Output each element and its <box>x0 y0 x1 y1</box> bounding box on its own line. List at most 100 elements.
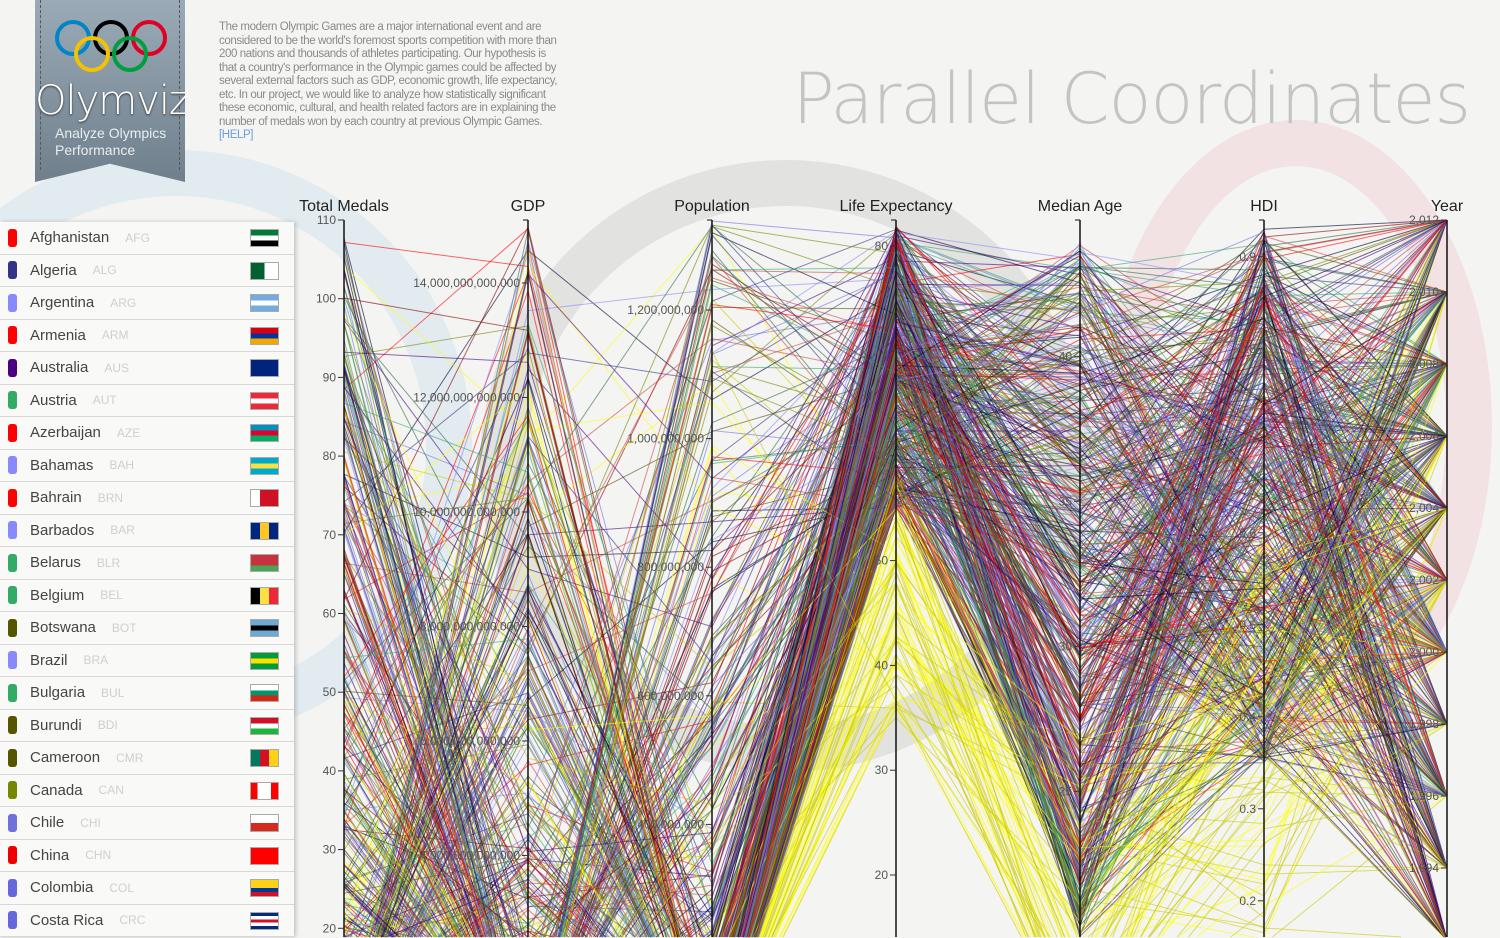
country-line[interactable] <box>557 231 1448 938</box>
country-item[interactable]: Azerbaijan AZE <box>0 417 294 450</box>
country-line[interactable] <box>343 785 438 938</box>
country-line[interactable] <box>343 917 366 938</box>
country-line[interactable] <box>343 390 491 938</box>
country-line[interactable] <box>343 899 389 938</box>
help-link[interactable]: [HELP] <box>219 129 254 141</box>
country-line[interactable] <box>343 269 513 938</box>
country-item[interactable]: China CHN <box>0 840 294 872</box>
country-line[interactable] <box>343 589 475 938</box>
axis-median-age[interactable]: Median Age 25 30 35 40 <box>1038 198 1123 937</box>
country-line[interactable] <box>343 507 483 938</box>
axis-population[interactable]: Population 400,000,000 600,000,000 800,000,… <box>627 198 750 937</box>
country-item[interactable]: Australia AUS <box>0 352 294 385</box>
country-line[interactable] <box>343 865 418 938</box>
country-item[interactable]: Argentina ARG <box>0 287 294 320</box>
country-line[interactable] <box>343 712 510 938</box>
country-item[interactable]: Belarus BLR <box>0 547 294 580</box>
country-item[interactable]: Bahrain BRN <box>0 482 294 515</box>
country-line[interactable] <box>343 704 458 938</box>
country-line[interactable] <box>655 229 1448 938</box>
country-line[interactable] <box>343 811 429 938</box>
country-line[interactable] <box>564 280 1448 938</box>
country-line[interactable] <box>676 219 1448 938</box>
country-line[interactable] <box>343 818 433 938</box>
country-line[interactable] <box>690 462 1448 938</box>
country-line[interactable] <box>343 694 459 938</box>
country-line[interactable] <box>563 301 1448 938</box>
country-line[interactable] <box>343 815 460 938</box>
country-item[interactable]: Afghanistan AFG <box>0 222 294 255</box>
axis-label[interactable]: Year <box>1431 198 1464 215</box>
country-item[interactable]: Austria AUT <box>0 385 294 417</box>
axis-label[interactable]: GDP <box>511 198 546 215</box>
country-line[interactable] <box>343 912 371 938</box>
country-line[interactable] <box>571 219 1448 938</box>
country-item[interactable]: Bulgaria BUL <box>0 677 294 710</box>
country-line[interactable] <box>343 838 420 938</box>
axis-hdi[interactable]: HDI 0.2 0.3 0.4 0.5 0.6 0.7 0.8 0.9 <box>1239 198 1278 937</box>
axis-gdp[interactable]: GDP 4,000,000,000,000 6,000,000,000,000 8,0… <box>413 198 545 937</box>
axis-total-medals[interactable]: Total Medals 20 30 40 50 60 70 80 90 100 110 <box>299 198 389 937</box>
country-line[interactable] <box>343 650 470 938</box>
country-item[interactable]: Burundi BDI <box>0 710 294 742</box>
country-item[interactable]: Armenia ARM <box>0 320 294 352</box>
country-line[interactable] <box>343 339 493 938</box>
country-item[interactable]: Costa Rica CRC <box>0 905 294 937</box>
country-line[interactable] <box>589 232 1448 938</box>
country-line[interactable] <box>564 350 1022 938</box>
country-line[interactable] <box>595 219 1448 938</box>
country-line[interactable] <box>343 574 509 938</box>
country-line[interactable] <box>343 794 435 938</box>
country-line[interactable] <box>701 291 1448 938</box>
axis-year[interactable]: Year 1,994 1,996 1,998 2,000 2,002 2,004 2,006 2… <box>1409 198 1464 937</box>
country-line[interactable] <box>639 435 1448 938</box>
country-line[interactable] <box>343 323 505 938</box>
country-line[interactable] <box>544 225 1448 938</box>
country-line[interactable] <box>573 490 1062 938</box>
country-item[interactable]: Cameroon CMR <box>0 742 294 775</box>
country-line[interactable] <box>343 791 436 938</box>
country-line[interactable] <box>343 849 417 938</box>
country-item[interactable]: Barbados BAR <box>0 515 294 547</box>
country-item[interactable]: Colombia COL <box>0 872 294 905</box>
country-item[interactable]: Belgium BEL <box>0 580 294 612</box>
country-line[interactable] <box>601 422 1448 938</box>
country-line[interactable] <box>593 442 1448 938</box>
country-line[interactable] <box>566 324 1448 938</box>
country-item[interactable]: Bahamas BAH <box>0 450 294 482</box>
country-line[interactable] <box>560 267 1448 938</box>
country-line[interactable] <box>343 728 453 938</box>
country-line[interactable] <box>343 268 506 938</box>
country-item[interactable]: Chile CHI <box>0 807 294 840</box>
country-line[interactable] <box>562 444 1049 938</box>
axis-life-expectancy[interactable]: Life Expectancy 20 30 40 50 60 70 80 <box>840 198 953 937</box>
country-line[interactable] <box>343 706 468 938</box>
axis-label[interactable]: HDI <box>1250 198 1278 215</box>
country-line[interactable] <box>600 219 1448 938</box>
country-line[interactable] <box>544 219 1448 938</box>
country-line[interactable] <box>343 773 446 938</box>
country-line[interactable] <box>343 365 493 938</box>
country-line[interactable] <box>343 363 514 938</box>
country-line[interactable] <box>596 347 1447 938</box>
country-line[interactable] <box>343 529 480 938</box>
country-line[interactable] <box>703 313 1448 938</box>
country-line[interactable] <box>343 931 352 938</box>
country-item[interactable]: Botswana BOT <box>0 612 294 645</box>
country-line[interactable] <box>343 383 493 938</box>
country-line[interactable] <box>343 613 473 938</box>
country-line[interactable] <box>343 789 524 938</box>
axis-label[interactable]: Population <box>674 198 750 215</box>
country-line[interactable] <box>343 711 477 938</box>
country-line[interactable] <box>582 382 1448 938</box>
country-line[interactable] <box>343 888 393 938</box>
country-line[interactable] <box>343 912 381 938</box>
country-line[interactable] <box>343 455 487 938</box>
country-line[interactable] <box>706 452 1448 938</box>
country-line[interactable] <box>343 831 422 938</box>
axis-label[interactable]: Total Medals <box>299 198 389 215</box>
axis-label[interactable]: Median Age <box>1038 198 1123 215</box>
country-line[interactable] <box>343 548 478 938</box>
axis-label[interactable]: Life Expectancy <box>840 198 953 215</box>
